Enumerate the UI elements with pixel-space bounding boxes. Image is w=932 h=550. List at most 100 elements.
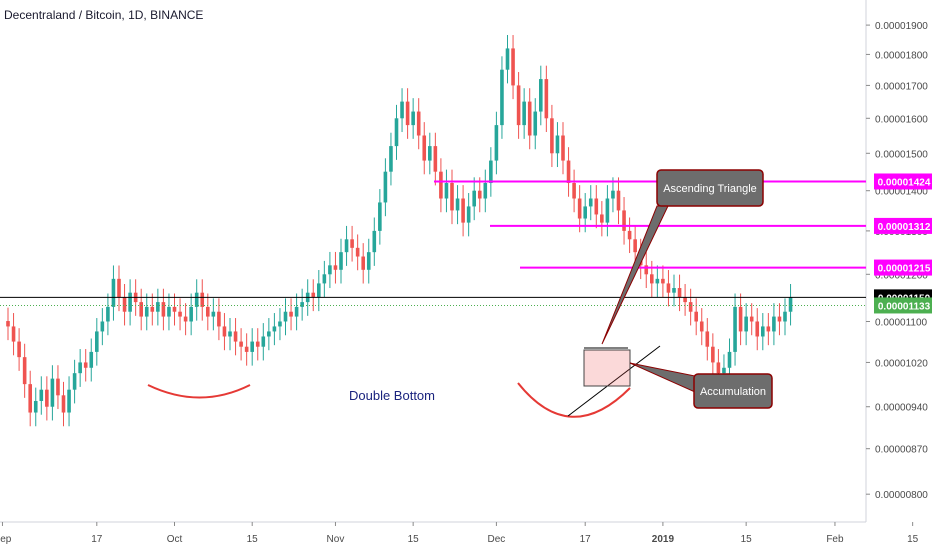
candle-body bbox=[28, 384, 32, 413]
candle-body bbox=[677, 288, 682, 298]
candle-body bbox=[738, 306, 743, 332]
candle-body bbox=[294, 306, 299, 317]
candle-body bbox=[167, 306, 171, 317]
candle-body bbox=[489, 160, 493, 184]
candle-body bbox=[89, 351, 94, 368]
candle-body bbox=[588, 198, 593, 207]
candle-body bbox=[777, 316, 782, 322]
candle-body bbox=[577, 198, 582, 219]
candle-body bbox=[633, 239, 637, 253]
candle-body bbox=[361, 256, 365, 270]
x-tick-label: 17 bbox=[91, 534, 103, 545]
candle-body bbox=[233, 331, 238, 342]
candle-body bbox=[455, 198, 460, 211]
candle-body bbox=[705, 331, 710, 347]
candle-body bbox=[755, 321, 760, 337]
candle-body bbox=[144, 306, 149, 317]
candle-body bbox=[255, 341, 260, 347]
candle-body bbox=[100, 321, 105, 332]
x-tick-label: 17 bbox=[580, 534, 592, 545]
y-tick-label: 0.00001900 bbox=[875, 21, 928, 32]
candle-body bbox=[239, 341, 243, 347]
candle-body bbox=[211, 311, 216, 317]
candle-body bbox=[6, 321, 10, 327]
candle-body bbox=[366, 252, 371, 270]
y-tick-label: 0.00000800 bbox=[875, 490, 928, 501]
x-tick-label: 2019 bbox=[652, 534, 675, 545]
candle-body bbox=[56, 378, 60, 396]
candle-body bbox=[178, 311, 182, 317]
candle-body bbox=[694, 311, 698, 322]
resistance-label: 0.00001215 bbox=[878, 264, 931, 275]
candle-body bbox=[655, 278, 660, 284]
candle-body bbox=[383, 171, 388, 203]
candle-body bbox=[317, 283, 321, 298]
candle-body bbox=[683, 297, 687, 303]
candle-body bbox=[688, 302, 693, 312]
triangle-callout-label: Ascending Triangle bbox=[663, 183, 757, 195]
candle-body bbox=[783, 311, 787, 322]
candle-body bbox=[644, 265, 649, 275]
candle-body bbox=[539, 79, 543, 112]
candle-body bbox=[555, 135, 560, 154]
candle-body bbox=[450, 183, 454, 211]
candle-body bbox=[494, 125, 499, 161]
x-tick-label: 15 bbox=[907, 534, 919, 545]
candle-body bbox=[594, 198, 599, 215]
resistance-label-box bbox=[874, 173, 932, 190]
candle-body bbox=[699, 321, 704, 332]
candle-body bbox=[583, 206, 587, 219]
candle-body bbox=[466, 206, 471, 223]
candle-body bbox=[672, 288, 676, 293]
candle-body bbox=[472, 190, 476, 207]
resistance-label-box bbox=[874, 217, 932, 234]
double-bottom-arc-right bbox=[517, 382, 631, 418]
candle-body bbox=[78, 362, 82, 374]
candle-body bbox=[394, 118, 399, 147]
double-bottom-arc-left bbox=[147, 384, 251, 399]
candle-body bbox=[39, 389, 44, 401]
candle-body bbox=[616, 190, 621, 211]
candle-body bbox=[600, 214, 604, 223]
candle-body bbox=[461, 198, 465, 223]
candle-body bbox=[72, 373, 77, 390]
candle-body bbox=[722, 367, 726, 374]
candle-body bbox=[422, 135, 427, 161]
price-label-box bbox=[874, 297, 932, 314]
candle-body bbox=[272, 326, 277, 332]
price-label: 0.00001133 bbox=[878, 301, 931, 312]
candle-body bbox=[389, 146, 393, 172]
candle-body bbox=[733, 306, 737, 352]
candle-body bbox=[483, 183, 488, 199]
candle-body bbox=[217, 311, 221, 327]
candle-body bbox=[744, 316, 748, 332]
y-tick-label: 0.00001200 bbox=[875, 270, 928, 281]
triangle-support bbox=[567, 345, 661, 417]
candle-body bbox=[17, 341, 21, 358]
candle-body bbox=[83, 362, 88, 368]
candle-body bbox=[67, 389, 71, 413]
candle-body bbox=[33, 400, 38, 413]
candle-body bbox=[411, 111, 415, 126]
candle-body bbox=[622, 210, 626, 231]
candle-body bbox=[605, 198, 610, 223]
y-tick-label: 0.00001800 bbox=[875, 50, 928, 61]
candle-body bbox=[727, 351, 732, 368]
candle-body bbox=[350, 239, 354, 248]
candle-body bbox=[344, 239, 349, 253]
x-tick-label: Dec bbox=[488, 534, 506, 545]
candle-body bbox=[300, 302, 304, 307]
accumulation-box bbox=[583, 349, 631, 387]
accumulation-callout-pointer bbox=[629, 362, 696, 393]
candle-body bbox=[711, 346, 715, 363]
candle-body bbox=[444, 183, 449, 199]
resistance-label-box bbox=[874, 259, 932, 276]
y-tick-label: 0.00001700 bbox=[875, 81, 928, 92]
double-bottom-label: Double Bottom bbox=[349, 388, 435, 403]
y-tick-label: 0.00001600 bbox=[875, 114, 928, 125]
candle-body bbox=[328, 265, 332, 275]
candle-body bbox=[661, 278, 665, 284]
x-tick-label: 15 bbox=[247, 534, 259, 545]
x-tick-label: 15 bbox=[741, 534, 753, 545]
